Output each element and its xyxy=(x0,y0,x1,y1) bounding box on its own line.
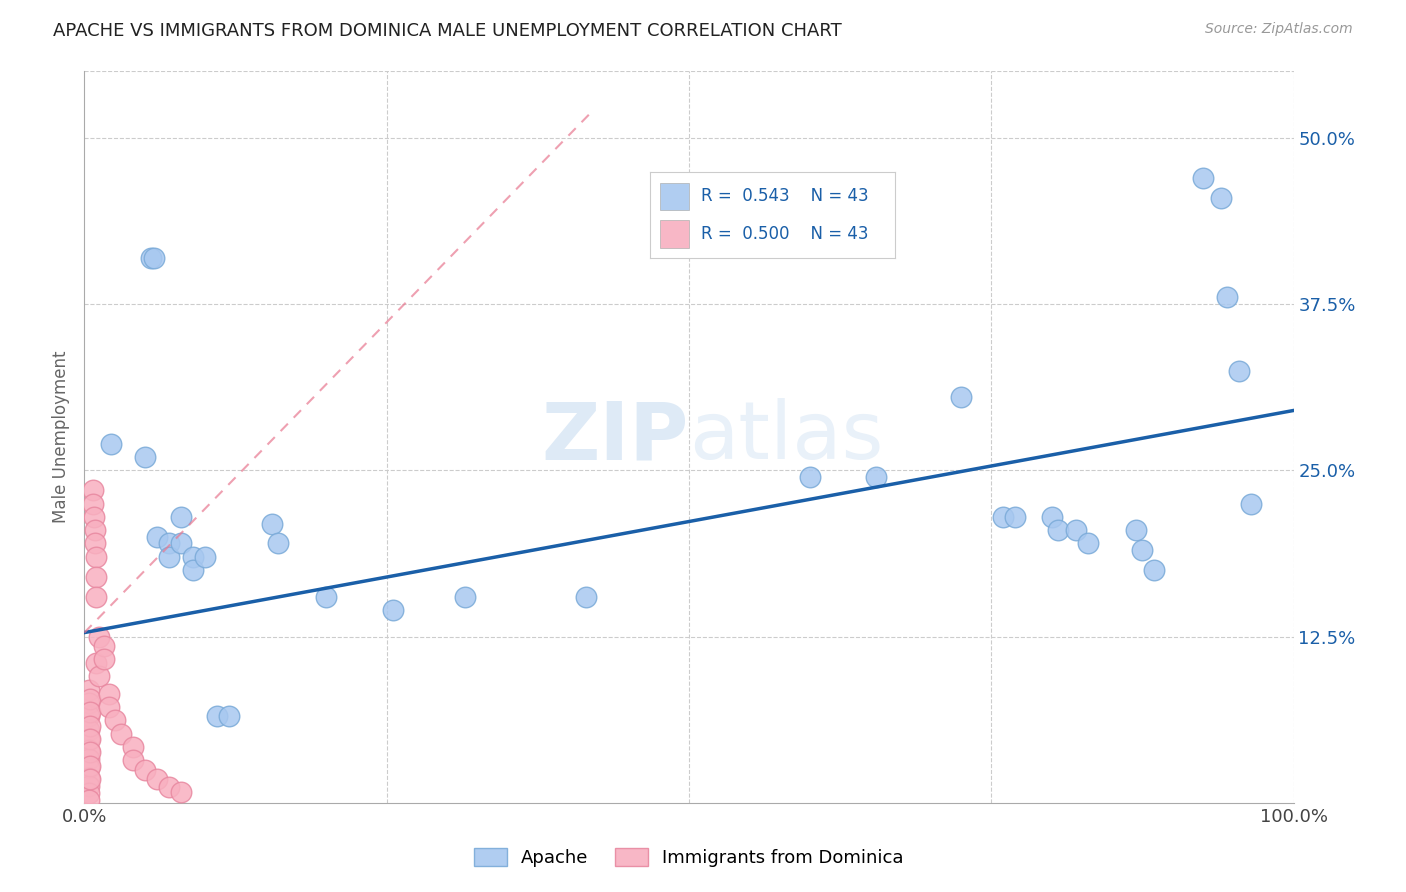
Point xyxy=(77,696,100,710)
Point xyxy=(170,536,193,550)
Point xyxy=(77,723,100,737)
Point xyxy=(104,714,127,728)
Point xyxy=(79,719,101,733)
Point xyxy=(146,530,169,544)
Point xyxy=(1132,543,1154,558)
Legend: Apache, Immigrants from Dominica: Apache, Immigrants from Dominica xyxy=(467,840,911,874)
Point xyxy=(139,251,162,265)
Point xyxy=(87,669,110,683)
Text: R =  0.543    N = 43: R = 0.543 N = 43 xyxy=(702,187,869,205)
Point xyxy=(77,752,100,766)
Point xyxy=(79,772,101,786)
Point xyxy=(575,590,598,604)
Text: ZIP: ZIP xyxy=(541,398,689,476)
Point xyxy=(93,652,115,666)
Point xyxy=(79,731,101,746)
Point xyxy=(77,779,100,793)
Y-axis label: Male Unemployment: Male Unemployment xyxy=(52,351,70,524)
Point xyxy=(1046,523,1069,537)
Point xyxy=(950,390,973,404)
Point xyxy=(79,692,101,706)
Text: Source: ZipAtlas.com: Source: ZipAtlas.com xyxy=(1205,22,1353,37)
Point xyxy=(381,603,404,617)
Point xyxy=(77,682,100,697)
Point xyxy=(86,549,108,564)
Point xyxy=(134,763,156,777)
Point xyxy=(77,761,100,775)
Point xyxy=(77,742,100,756)
Point xyxy=(1209,191,1232,205)
Point xyxy=(1040,509,1063,524)
Point xyxy=(97,700,120,714)
Point xyxy=(194,549,217,564)
Point xyxy=(84,523,107,537)
Point xyxy=(86,590,108,604)
Point xyxy=(1216,290,1239,304)
Point xyxy=(157,536,180,550)
Point xyxy=(143,251,166,265)
Text: APACHE VS IMMIGRANTS FROM DOMINICA MALE UNEMPLOYMENT CORRELATION CHART: APACHE VS IMMIGRANTS FROM DOMINICA MALE … xyxy=(53,22,842,40)
Point xyxy=(170,509,193,524)
Point xyxy=(86,656,108,670)
Point xyxy=(799,470,821,484)
Point xyxy=(97,687,120,701)
Point xyxy=(84,536,107,550)
Point xyxy=(77,771,100,785)
Point xyxy=(83,509,105,524)
Point xyxy=(146,772,169,786)
Point xyxy=(110,726,132,740)
Point xyxy=(181,563,204,577)
Point xyxy=(87,630,110,644)
Point xyxy=(865,470,887,484)
Point xyxy=(218,709,240,723)
Point xyxy=(121,739,143,754)
Point xyxy=(267,536,290,550)
Point xyxy=(82,483,104,498)
Point xyxy=(454,590,477,604)
Text: atlas: atlas xyxy=(689,398,883,476)
Point xyxy=(181,549,204,564)
Point xyxy=(77,787,100,801)
Point xyxy=(157,780,180,794)
Point xyxy=(1125,523,1147,537)
Point xyxy=(1004,509,1026,524)
Point xyxy=(1077,536,1099,550)
Point xyxy=(86,570,108,584)
Point xyxy=(170,785,193,799)
Point xyxy=(1227,363,1250,377)
Point xyxy=(993,509,1015,524)
Point xyxy=(157,549,180,564)
Point xyxy=(100,436,122,450)
Point xyxy=(79,706,101,720)
Point xyxy=(260,516,283,531)
FancyBboxPatch shape xyxy=(659,220,689,248)
Point xyxy=(1064,523,1087,537)
Point xyxy=(1192,170,1215,185)
Point xyxy=(315,590,337,604)
Point xyxy=(77,793,100,807)
Point xyxy=(77,709,100,723)
Point xyxy=(79,758,101,772)
Point xyxy=(77,731,100,746)
Point xyxy=(82,497,104,511)
FancyBboxPatch shape xyxy=(659,183,689,210)
Point xyxy=(121,753,143,767)
Point xyxy=(207,709,229,723)
Point xyxy=(93,639,115,653)
Point xyxy=(1143,563,1166,577)
Text: R =  0.500    N = 43: R = 0.500 N = 43 xyxy=(702,225,869,244)
Point xyxy=(134,450,156,464)
Point xyxy=(79,745,101,759)
Point xyxy=(1240,497,1263,511)
